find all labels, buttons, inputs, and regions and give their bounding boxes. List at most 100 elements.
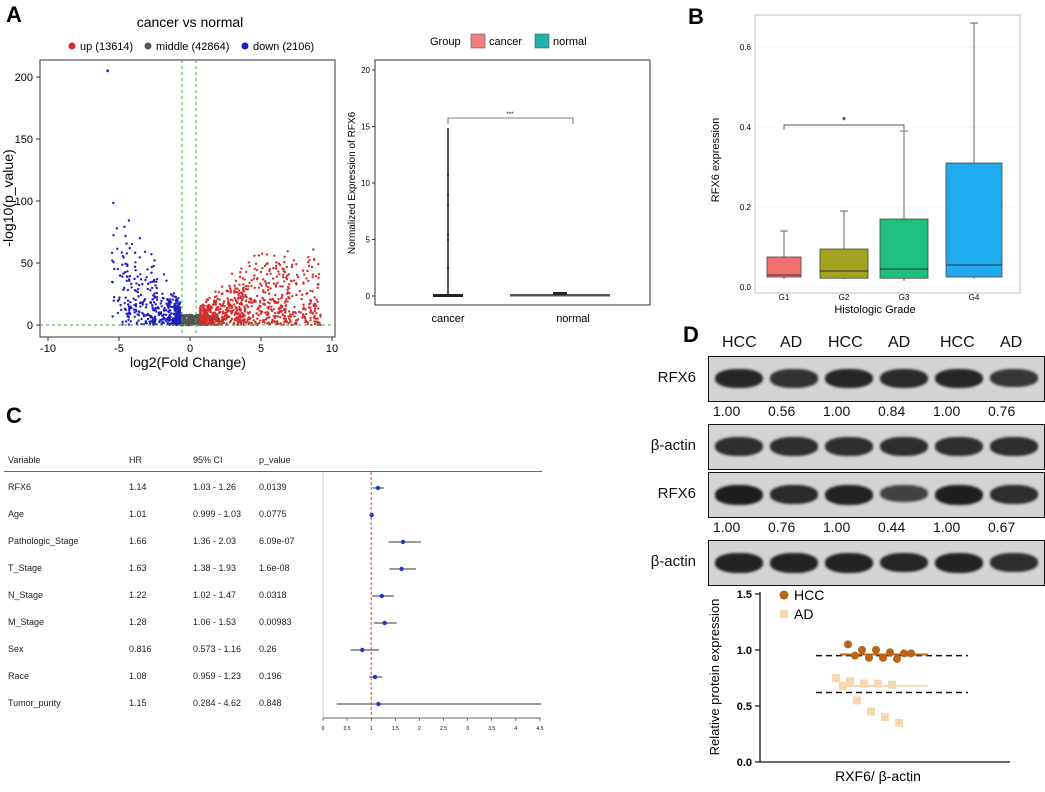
forest-variable-Tumor_purity: Tumor_purity	[8, 698, 61, 708]
panel-label-a: A	[6, 2, 22, 27]
violin-cancer-outliers	[446, 173, 450, 270]
violin-ytick-label: 10	[361, 179, 370, 188]
point-up	[301, 316, 304, 319]
point-down	[139, 305, 142, 308]
point-up	[201, 322, 204, 325]
forest-p-N_Stage: 0.0318	[259, 590, 287, 600]
point-down	[130, 242, 134, 246]
point-up	[287, 310, 291, 313]
legend-ad: AD	[794, 606, 813, 622]
point-down	[166, 316, 170, 320]
point-up	[281, 293, 284, 297]
point-up	[267, 285, 270, 289]
point-up	[251, 314, 255, 317]
point-down	[144, 321, 148, 324]
box-G1	[766, 256, 802, 278]
blot-band	[990, 485, 1038, 504]
blot-membrane	[708, 472, 1045, 518]
point-up	[272, 266, 275, 270]
point-down	[112, 261, 115, 264]
point-down	[137, 319, 140, 322]
legend-hcc: HCC	[794, 587, 824, 603]
point-down	[120, 251, 123, 254]
point-up	[217, 290, 221, 294]
point-up	[318, 321, 321, 324]
point-up	[233, 313, 237, 316]
point-down	[178, 316, 182, 320]
forest-point-T_Stage	[399, 566, 404, 572]
point-down	[159, 302, 162, 305]
point-up	[273, 311, 277, 315]
point-up	[261, 252, 264, 255]
point-up	[233, 289, 236, 292]
point-down	[127, 305, 131, 308]
point-up	[305, 277, 308, 280]
point-down	[126, 275, 129, 278]
point-down	[170, 312, 173, 315]
forest-xtick-label: 3.5	[488, 726, 495, 732]
blot-band	[770, 485, 818, 505]
point-down	[110, 280, 114, 284]
boxplot-xtick-G1: G1	[779, 293, 790, 302]
violin-normal-box	[553, 292, 567, 295]
blot-band	[935, 437, 983, 456]
forest-ci-Race: 0.959 - 1.23	[193, 671, 242, 681]
point-up	[247, 261, 250, 264]
forest-point-Tumor_purity	[376, 701, 381, 707]
point-up	[199, 323, 202, 327]
point-up	[242, 286, 245, 290]
boxplot-xtick-G2: G2	[839, 293, 850, 302]
point-up	[221, 310, 225, 313]
volcano-xtick-label: -10	[40, 343, 56, 355]
violin-xtick-normal: normal	[556, 313, 590, 325]
forest-ci-T_Stage: 1.38 - 1.93	[193, 563, 237, 573]
point-up	[316, 283, 320, 286]
point-down	[142, 299, 146, 303]
point-down	[161, 292, 164, 296]
point-up	[312, 248, 315, 251]
point-down	[166, 321, 169, 324]
point-down	[134, 251, 137, 254]
point-up	[216, 314, 219, 317]
point-up	[307, 279, 310, 283]
point-down	[123, 225, 126, 229]
point-up	[288, 297, 291, 300]
point-down	[151, 316, 154, 319]
point-middle	[190, 322, 194, 325]
point-up	[208, 315, 212, 319]
point-up	[259, 312, 263, 315]
point-up	[255, 312, 258, 315]
blot-band	[935, 369, 983, 389]
point-up	[225, 306, 229, 310]
point-up	[225, 322, 228, 326]
forest-xtick-label: 1	[370, 726, 373, 732]
point-down	[139, 273, 142, 276]
point-up	[275, 275, 279, 278]
point-down	[132, 297, 135, 300]
point-down	[177, 297, 180, 300]
point-down	[157, 313, 161, 317]
point-down	[135, 282, 138, 285]
point-up	[237, 294, 240, 297]
point-down	[136, 275, 139, 278]
point-up	[234, 298, 237, 301]
forest-point-Sex	[360, 647, 365, 653]
point-down	[155, 280, 158, 283]
point-up	[248, 297, 251, 300]
point-down	[160, 299, 163, 303]
point-up	[256, 317, 259, 320]
point-up	[277, 322, 280, 326]
point-down	[152, 321, 155, 324]
point-up	[229, 303, 232, 307]
volcano-ylabel: -log10(p_value)	[0, 149, 16, 246]
point-up	[269, 272, 272, 275]
point-down	[149, 301, 152, 304]
point-down	[168, 318, 172, 321]
point-up	[240, 267, 243, 270]
point-up	[269, 287, 272, 290]
violin-sig-bracket	[447, 117, 574, 124]
point-up	[254, 262, 258, 265]
forest-ci-Pathologic_Stage: 1.36 - 2.03	[193, 536, 237, 546]
point-up	[293, 305, 296, 309]
point-up	[319, 323, 322, 327]
